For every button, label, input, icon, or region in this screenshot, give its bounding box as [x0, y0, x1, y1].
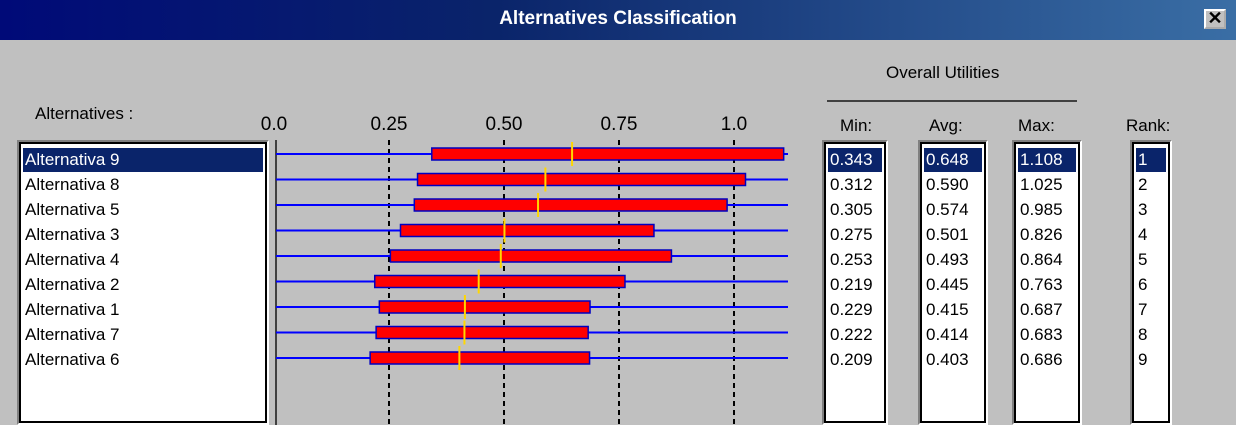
axis-tick-label: 0.25 [371, 114, 408, 135]
alternative-item[interactable]: Alternativa 4 [25, 250, 120, 269]
window-title: Alternatives Classification [499, 8, 737, 29]
rank-value-item[interactable]: 1 [1136, 148, 1166, 172]
min-value-item[interactable]: 0.229 [830, 300, 873, 319]
rank-value-item[interactable]: 3 [1138, 200, 1148, 219]
alternative-item[interactable]: Alternativa 2 [25, 275, 120, 294]
range-bar [413, 198, 728, 212]
rank-value-item[interactable]: 5 [1138, 250, 1148, 269]
avg-value-item[interactable]: 0.414 [926, 325, 969, 344]
overall-utilities-separator [827, 100, 1077, 102]
max-value-item[interactable]: 0.683 [1020, 325, 1063, 344]
close-button[interactable]: ✕ [1204, 9, 1226, 29]
overall-utilities-label: Overall Utilities [886, 63, 1000, 82]
axis-tick-label: 0.75 [601, 114, 638, 135]
rank-value-item[interactable]: 9 [1138, 350, 1148, 369]
min-value-item[interactable]: 0.275 [830, 225, 873, 244]
min-value-item[interactable]: 0.219 [830, 275, 873, 294]
alternatives-label: Alternatives : [35, 104, 134, 123]
avg-value-item[interactable]: 0.403 [926, 350, 969, 369]
rank-value-item[interactable]: 2 [1138, 175, 1148, 194]
alternative-item[interactable]: Alternativa 1 [25, 300, 120, 319]
min-label: Min: [840, 116, 873, 135]
rank-list[interactable]: 1 2 3 4 5 6 7 8 9 [1130, 140, 1172, 425]
title-bar: Alternatives Classification ✕ [0, 0, 1236, 40]
min-value-item[interactable]: 0.305 [830, 200, 873, 219]
max-value-item[interactable]: 0.826 [1020, 225, 1063, 244]
axis-tick-label: 0.50 [486, 114, 523, 135]
avg-label: Avg: [929, 116, 963, 135]
max-label: Max: [1018, 116, 1055, 135]
min-value-item[interactable]: 0.253 [830, 250, 873, 269]
alternative-item[interactable]: Alternativa 5 [25, 200, 120, 219]
range-bar [375, 325, 589, 340]
axis-tick-label: 0.0 [261, 114, 287, 135]
max-value-item[interactable]: 0.763 [1020, 275, 1063, 294]
avg-value-item[interactable]: 0.493 [926, 250, 969, 269]
rank-label: Rank: [1126, 116, 1171, 135]
rank-value-item[interactable]: 7 [1138, 300, 1148, 319]
alternatives-list[interactable]: Alternativa 9 Alternativa 8 Alternativa 5 A… [17, 140, 269, 425]
max-value-item[interactable]: 0.686 [1020, 350, 1063, 369]
avg-value-item[interactable]: 0.501 [926, 225, 969, 244]
max-value-item[interactable]: 0.864 [1020, 250, 1063, 269]
avg-value-item[interactable]: 0.648 [924, 148, 982, 172]
max-value-item[interactable]: 0.687 [1020, 300, 1063, 319]
range-bar [399, 223, 655, 238]
alternative-item[interactable]: Alternativa 9 [23, 148, 263, 172]
rank-value-item[interactable]: 4 [1138, 225, 1148, 244]
min-value-item[interactable]: 0.209 [830, 350, 873, 369]
avg-value-item[interactable]: 0.445 [926, 275, 969, 294]
min-list[interactable]: 0.343 0.312 0.305 0.275 0.253 0.219 0.229 0.222… [822, 140, 888, 425]
axis-tick-label: 1.0 [721, 114, 747, 135]
max-value-item[interactable]: 1.108 [1018, 148, 1076, 172]
avg-list[interactable]: 0.648 0.590 0.574 0.501 0.493 0.445 0.415 0.414… [918, 140, 988, 425]
range-bar [369, 351, 591, 365]
range-bar [373, 274, 626, 289]
min-value-item[interactable]: 0.343 [828, 148, 882, 172]
rank-value-item[interactable]: 8 [1138, 325, 1148, 344]
rank-value-item[interactable]: 6 [1138, 275, 1148, 294]
range-bar [416, 172, 747, 187]
max-value-item[interactable]: 1.025 [1020, 175, 1063, 194]
alternative-item[interactable]: Alternativa 8 [25, 175, 120, 194]
alternative-item[interactable]: Alternativa 6 [25, 350, 120, 369]
range-bar [389, 249, 673, 263]
avg-value-item[interactable]: 0.590 [926, 175, 969, 194]
alternative-item[interactable]: Alternativa 3 [25, 225, 120, 244]
range-bar [378, 300, 591, 314]
alternative-item[interactable]: Alternativa 7 [25, 325, 120, 344]
min-value-item[interactable]: 0.312 [830, 175, 873, 194]
avg-value-item[interactable]: 0.415 [926, 300, 969, 319]
max-list[interactable]: 1.108 1.025 0.985 0.826 0.864 0.763 0.687 0.683… [1012, 140, 1082, 425]
range-bar [431, 147, 785, 161]
avg-value-item[interactable]: 0.574 [926, 200, 969, 219]
min-value-item[interactable]: 0.222 [830, 325, 873, 344]
max-value-item[interactable]: 0.985 [1020, 200, 1063, 219]
